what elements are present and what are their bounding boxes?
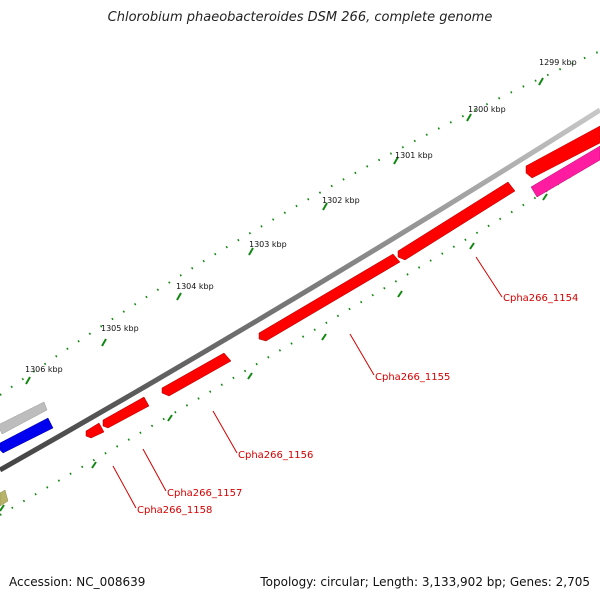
tick-label: 1300 kbp (468, 105, 506, 114)
gene-cpha266-1154 (397, 181, 516, 261)
gene-label: Cpha266_1156 (238, 450, 313, 461)
kbp-tick-labels: 1299 kbp 1300 kbp 1301 kbp 1302 kbp 1303… (25, 58, 577, 374)
gene-magenta (530, 145, 600, 198)
tick-label: 1299 kbp (539, 58, 577, 67)
inner-major-ticks (0, 193, 548, 512)
tick-label: 1301 kbp (395, 151, 433, 160)
tick-label: 1304 kbp (176, 282, 214, 291)
gene-red-right (525, 125, 600, 179)
gene-cpha266-1155 (258, 253, 401, 342)
tick-label: 1303 kbp (249, 240, 287, 249)
tick-label: 1302 kbp (322, 196, 360, 205)
tick-label: 1306 kbp (25, 365, 63, 374)
gene-blue (0, 417, 54, 454)
gene-label: Cpha266_1157 (167, 488, 242, 499)
gene-label: Cpha266_1154 (503, 293, 578, 304)
gene-gray (0, 401, 48, 435)
gene-label: Cpha266_1158 (137, 505, 212, 516)
gene-cpha266-1158 (85, 422, 105, 439)
forward-strand-genes (0, 401, 48, 435)
gene-callout-lines (112, 256, 503, 509)
gene-cpha266-1156 (161, 352, 232, 397)
tick-label: 1305 kbp (101, 324, 139, 333)
genome-summary-text: Topology: circular; Length: 3,133,902 bp… (260, 575, 590, 589)
gene-cpha266-1157 (102, 396, 150, 429)
inner-tick-ring (0, 159, 599, 516)
accession-text: Accession: NC_008639 (9, 575, 146, 589)
reverse-strand-genes (0, 125, 600, 507)
gene-olive (0, 489, 9, 507)
outer-tick-ring (0, 51, 599, 396)
gene-label: Cpha266_1155 (375, 372, 450, 383)
outer-major-ticks (25, 77, 544, 385)
map-title: Chlorobium phaeobacteroides DSM 266, com… (107, 10, 493, 25)
backbone-ring (0, 107, 600, 473)
gene-labels: Cpha266_1154 Cpha266_1155 Cpha266_1156 C… (137, 293, 578, 516)
